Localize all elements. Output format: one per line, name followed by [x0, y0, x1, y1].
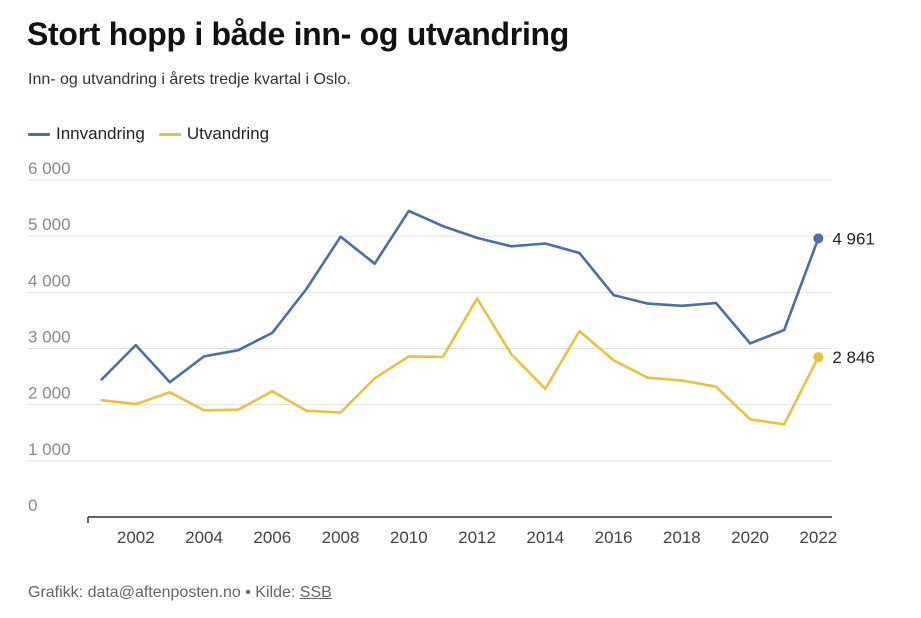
chart-footer: Grafikk: data@aftenposten.no • Kilde: SS…	[28, 584, 332, 602]
end-labels: 4 961 2 846	[813, 229, 875, 367]
x-tick-label: 2018	[663, 528, 701, 547]
footer-credit: Grafikk: data@aftenposten.no • Kilde:	[28, 584, 300, 601]
y-tick-label: 2 000	[28, 384, 71, 403]
legend-swatch-utvandring	[158, 132, 181, 136]
legend-label-innvandring: Innvandring	[56, 124, 145, 143]
x-tick-label: 2010	[390, 528, 428, 547]
x-tick-label: 2022	[799, 528, 837, 547]
x-tick-label: 2008	[322, 528, 360, 547]
y-axis-tick-labels: 0 1 000 2 000 3 000 4 000 5 000 6 000	[28, 159, 71, 515]
chart-subtitle: Inn- og utvandring i årets tredje kvarta…	[28, 71, 351, 88]
legend-swatch-innvandring	[28, 132, 50, 136]
legend-item-utvandring: Utvandring	[158, 124, 270, 144]
gridlines	[28, 179, 832, 462]
y-tick-label: 5 000	[28, 215, 71, 234]
x-tick-label: 2016	[595, 528, 633, 547]
x-axis: 2002 2004 2006 2008 2010 2012 2014 2016 2018 2020…	[87, 516, 837, 547]
y-tick-label: 1 000	[28, 440, 71, 459]
x-tick-label: 2012	[458, 528, 496, 547]
series-line-utvandring	[100, 297, 820, 426]
series-line-innvandring	[100, 209, 820, 384]
line-chart: 0 1 000 2 000 3 000 4 000 5 000 6 000 2002 2004…	[28, 159, 875, 547]
x-tick-label: 2006	[253, 528, 291, 547]
chart-title: Stort hopp i både inn- og utvandring	[27, 16, 570, 52]
end-label-utvandring: 2 846	[832, 348, 875, 367]
x-tick-label: 2002	[117, 528, 155, 547]
end-point-utvandring	[813, 352, 824, 363]
y-tick-label: 4 000	[28, 271, 71, 290]
source-link[interactable]: SSB	[299, 584, 332, 601]
y-tick-label: 3 000	[28, 328, 71, 347]
x-tick-label: 2004	[185, 528, 223, 547]
chart-legend: Innvandring Utvandring	[28, 124, 283, 144]
x-tick-label: 2020	[731, 528, 769, 547]
legend-item-innvandring: Innvandring	[28, 124, 145, 144]
end-point-innvandring	[813, 233, 824, 244]
y-tick-label: 0	[28, 496, 37, 515]
x-tick-label: 2014	[526, 528, 564, 547]
series-lines	[100, 209, 820, 426]
end-label-innvandring: 4 961	[832, 229, 875, 248]
legend-label-utvandring: Utvandring	[186, 124, 270, 143]
y-tick-label: 6 000	[28, 159, 71, 178]
